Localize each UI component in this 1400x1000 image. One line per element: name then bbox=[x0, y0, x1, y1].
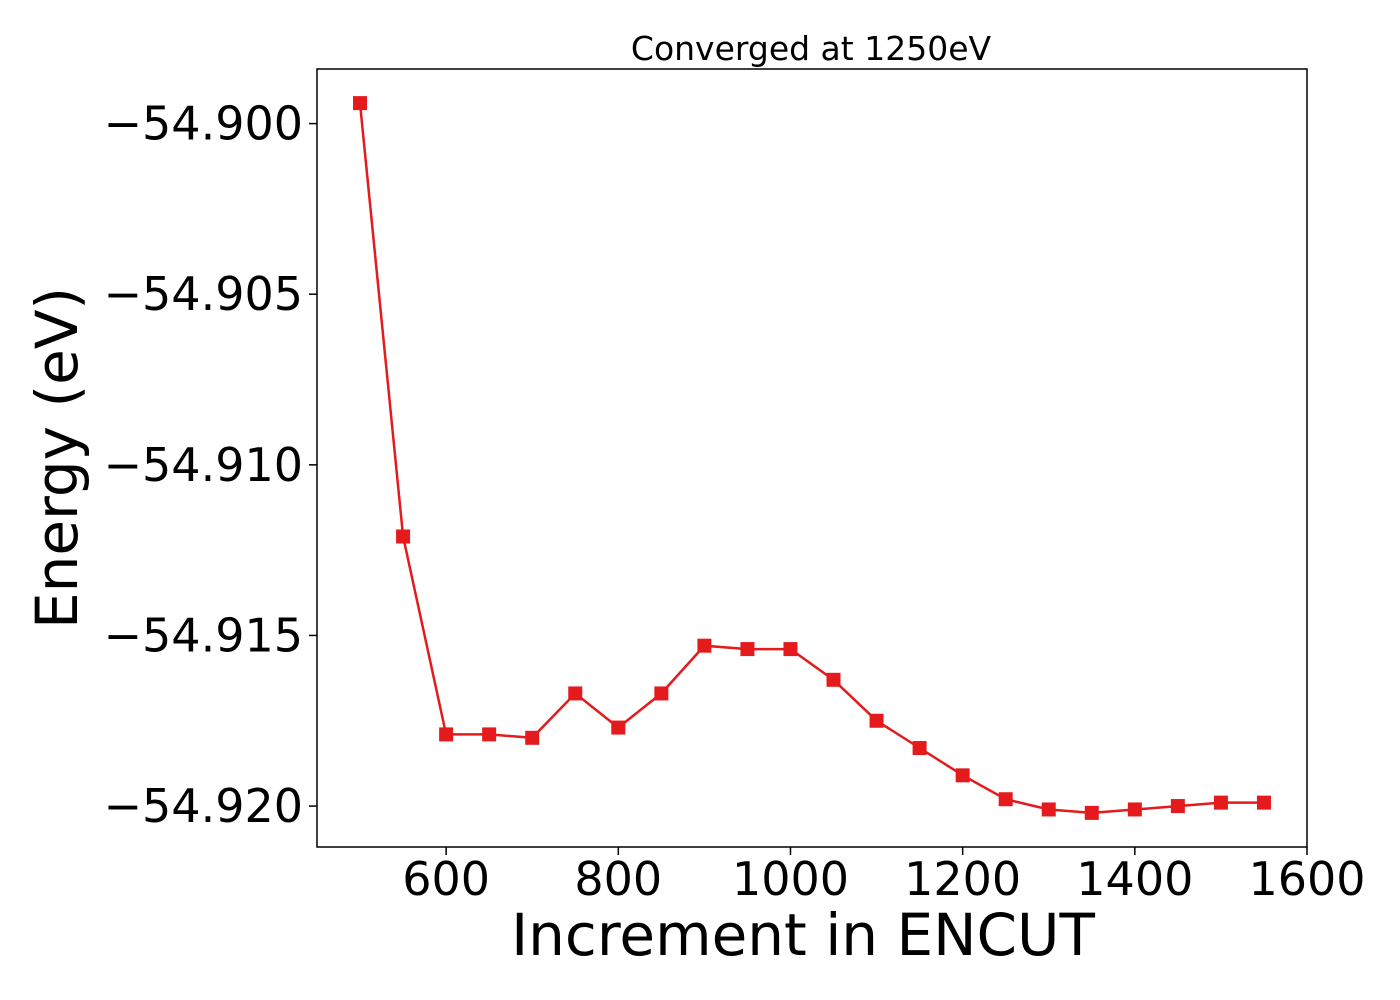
data-point-marker bbox=[740, 642, 755, 657]
y-tick-label: −54.910 bbox=[104, 438, 304, 492]
data-point-marker bbox=[783, 642, 798, 657]
data-point-marker bbox=[353, 96, 368, 111]
y-axis: −54.900 −54.905 −54.910 −54.915 −54.920 bbox=[104, 97, 317, 833]
y-tick-label: −54.915 bbox=[104, 608, 304, 662]
data-point-marker bbox=[1084, 805, 1099, 820]
data-point-marker bbox=[869, 713, 884, 728]
x-tick-label: 1600 bbox=[1248, 852, 1365, 906]
x-tick-label: 1000 bbox=[732, 852, 849, 906]
y-tick-label: −54.900 bbox=[104, 97, 304, 151]
data-point-marker bbox=[525, 730, 540, 745]
data-point-marker bbox=[912, 741, 927, 756]
x-axis: 600 800 1000 1200 1400 1600 bbox=[402, 847, 1366, 906]
x-tick-label: 800 bbox=[574, 852, 662, 906]
x-tick-label: 1400 bbox=[1076, 852, 1193, 906]
data-point-marker bbox=[1256, 795, 1271, 810]
chart-title: Converged at 1250eV bbox=[631, 29, 992, 68]
x-tick-label: 600 bbox=[402, 852, 490, 906]
data-point-marker bbox=[654, 686, 669, 701]
data-point-marker bbox=[439, 727, 454, 742]
data-point-marker bbox=[1041, 802, 1056, 817]
data-point-marker bbox=[955, 768, 970, 783]
y-tick-label: −54.905 bbox=[104, 267, 304, 321]
series-layer bbox=[353, 96, 1271, 820]
x-tick-label: 1200 bbox=[904, 852, 1021, 906]
data-point-marker bbox=[396, 529, 411, 544]
data-point-marker bbox=[1127, 802, 1142, 817]
y-axis-label: Energy (eV) bbox=[23, 287, 91, 629]
data-point-marker bbox=[998, 792, 1013, 807]
y-tick-label: −54.920 bbox=[104, 779, 304, 833]
data-point-marker bbox=[1213, 795, 1228, 810]
plot-area-frame bbox=[316, 68, 1308, 848]
data-point-marker bbox=[697, 638, 712, 653]
x-axis-label: Increment in ENCUT bbox=[511, 901, 1095, 969]
data-point-marker bbox=[568, 686, 583, 701]
data-point-marker bbox=[611, 720, 626, 735]
data-point-marker bbox=[826, 672, 841, 687]
data-point-marker bbox=[1170, 799, 1185, 814]
data-point-marker bbox=[482, 727, 497, 742]
series-line bbox=[358, 102, 1264, 815]
